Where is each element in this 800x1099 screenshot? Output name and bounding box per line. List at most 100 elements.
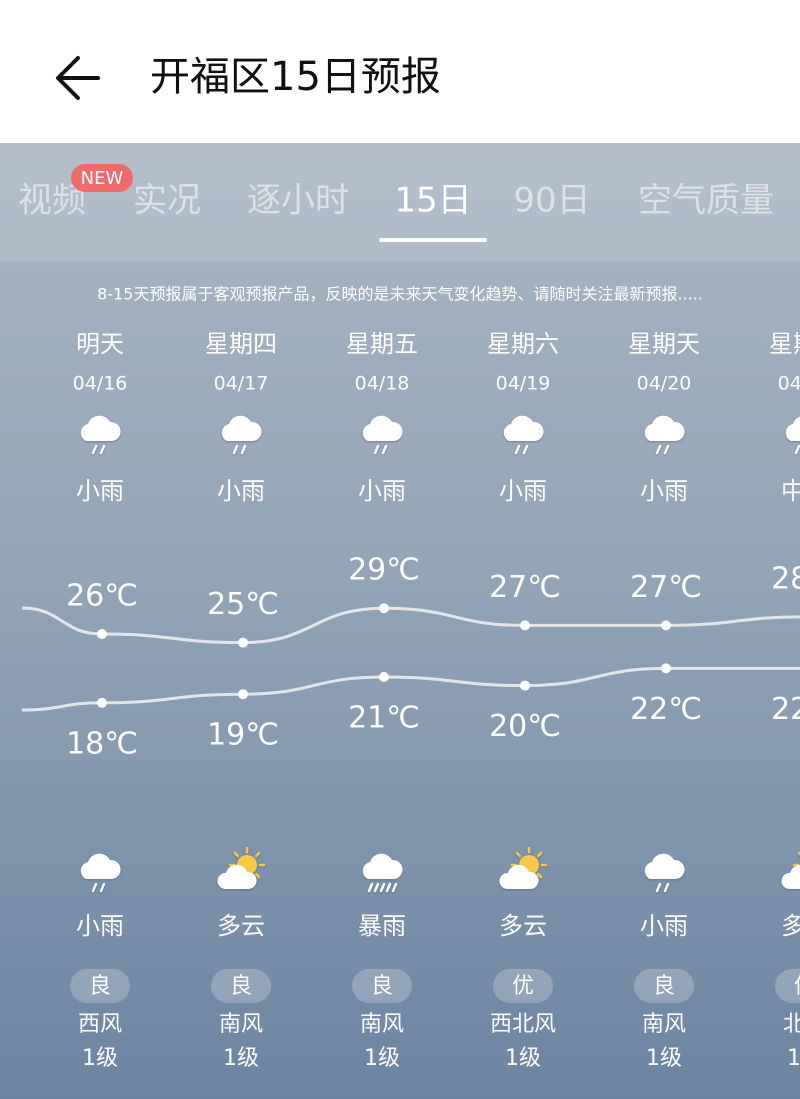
low-temp-curve <box>101 666 800 705</box>
curve-lead <box>21 606 103 636</box>
weather-icon <box>217 846 266 889</box>
wind-direction: 南风 <box>360 1012 404 1037</box>
header <box>0 0 800 143</box>
night-weather: 小雨 <box>640 912 688 940</box>
low-temp: 22℃ <box>630 692 702 727</box>
weather-icon <box>785 416 800 455</box>
aqi: 良 <box>89 974 111 999</box>
night-weather: 暴雨 <box>358 912 406 940</box>
aqi: 良 <box>371 974 393 999</box>
wind-direction: 南风 <box>642 1012 686 1037</box>
night-weather: 多云 <box>217 912 265 940</box>
wind-level: 1级 <box>223 1046 259 1071</box>
day-name: 星期四 <box>205 330 277 358</box>
weather-icon <box>503 415 544 455</box>
sun-ray <box>536 851 543 858</box>
sun-ray <box>254 851 261 858</box>
date: 04/19 <box>496 373 551 395</box>
low-temp: 22℃ <box>771 692 800 727</box>
rain-drop <box>373 882 380 893</box>
wind-level: 1级 <box>505 1046 541 1071</box>
wind-direction: 北风 <box>783 1012 800 1037</box>
low-temp: 19℃ <box>207 718 279 753</box>
tab-label[interactable]: 90日 <box>513 181 590 221</box>
day-weather: 小雨 <box>640 477 688 505</box>
high-temp: 27℃ <box>489 570 561 605</box>
page-title: 开福区15日预报 <box>150 54 441 100</box>
aqi-pill <box>775 969 800 1003</box>
tab-label[interactable]: 15日 <box>394 181 471 221</box>
high-temp: 27℃ <box>630 570 702 605</box>
rain-drop <box>663 882 670 893</box>
wind-level: 1级 <box>82 1046 118 1071</box>
high-temp: 29℃ <box>348 553 420 588</box>
high-temp: 26℃ <box>66 579 138 614</box>
rain-drop <box>99 882 106 893</box>
date: 04/21 <box>778 373 800 395</box>
notice: 8-15天预报属于客观预报产品，反映的是未来天气变化趋势、请随时关注最新预报..… <box>97 285 703 304</box>
tab-label[interactable]: 空气质量 <box>638 181 774 221</box>
tab[interactable]: 90日 <box>513 181 590 221</box>
rain-drop <box>381 444 388 455</box>
tab[interactable]: 逐小时 <box>247 181 349 221</box>
aqi: 良 <box>230 974 252 999</box>
night-weather: 多云 <box>781 912 800 940</box>
cloud <box>644 853 685 879</box>
curve-lead <box>21 701 103 712</box>
high-temp: 28℃ <box>771 561 800 596</box>
low-temp-dot <box>379 672 389 682</box>
weather-icon <box>644 853 685 893</box>
high-temp-dot <box>238 637 248 648</box>
tab[interactable]: 实况 <box>133 181 201 221</box>
tab-label[interactable]: 实况 <box>133 181 201 221</box>
weather-icon <box>781 851 800 889</box>
low-temp-dot <box>520 680 530 691</box>
day-weather: 小雨 <box>217 477 265 505</box>
tab[interactable]: 15日 <box>379 181 487 243</box>
cloud <box>781 864 800 889</box>
rain-drop <box>385 882 392 893</box>
rain-drop <box>373 444 380 455</box>
high-temp-curve <box>101 606 800 645</box>
rain-drop <box>522 444 529 455</box>
weather-icon <box>80 415 121 455</box>
low-temp-dot <box>661 663 671 674</box>
weather-icon <box>221 415 262 455</box>
cloud <box>80 415 121 441</box>
sun-ray <box>233 851 240 858</box>
cloud <box>503 415 544 441</box>
low-temp-dot <box>238 689 248 700</box>
date: 04/16 <box>73 373 128 395</box>
rain-drop <box>91 444 98 455</box>
aqi-pill <box>70 969 130 1003</box>
cloud <box>80 853 121 879</box>
badge <box>71 164 133 192</box>
rain-drop <box>655 882 662 893</box>
sun-ray <box>515 851 522 858</box>
tab[interactable]: 空气质量 <box>638 181 774 221</box>
low-temp: 21℃ <box>348 701 420 736</box>
rain-drop <box>514 444 521 455</box>
high-temp: 25℃ <box>207 587 279 622</box>
wind-level: 1级 <box>646 1046 682 1071</box>
cloud <box>785 416 800 441</box>
day-name: 星期五 <box>346 330 418 358</box>
high-temp-dot <box>520 620 530 631</box>
back-button[interactable] <box>56 56 100 100</box>
day-weather: 小雨 <box>499 477 547 505</box>
rain-drop <box>655 444 662 455</box>
sun-ray <box>797 851 800 856</box>
tab-label[interactable]: 逐小时 <box>247 181 349 221</box>
sun-ray <box>536 872 543 879</box>
weather-icon <box>80 853 121 893</box>
cloud <box>221 415 262 441</box>
tab-indicator <box>379 238 487 242</box>
aqi-pill <box>634 969 694 1003</box>
high-temp-dot <box>97 629 107 639</box>
aqi-pill <box>211 969 271 1003</box>
cloud <box>217 864 257 889</box>
low-temp: 18℃ <box>66 726 138 761</box>
